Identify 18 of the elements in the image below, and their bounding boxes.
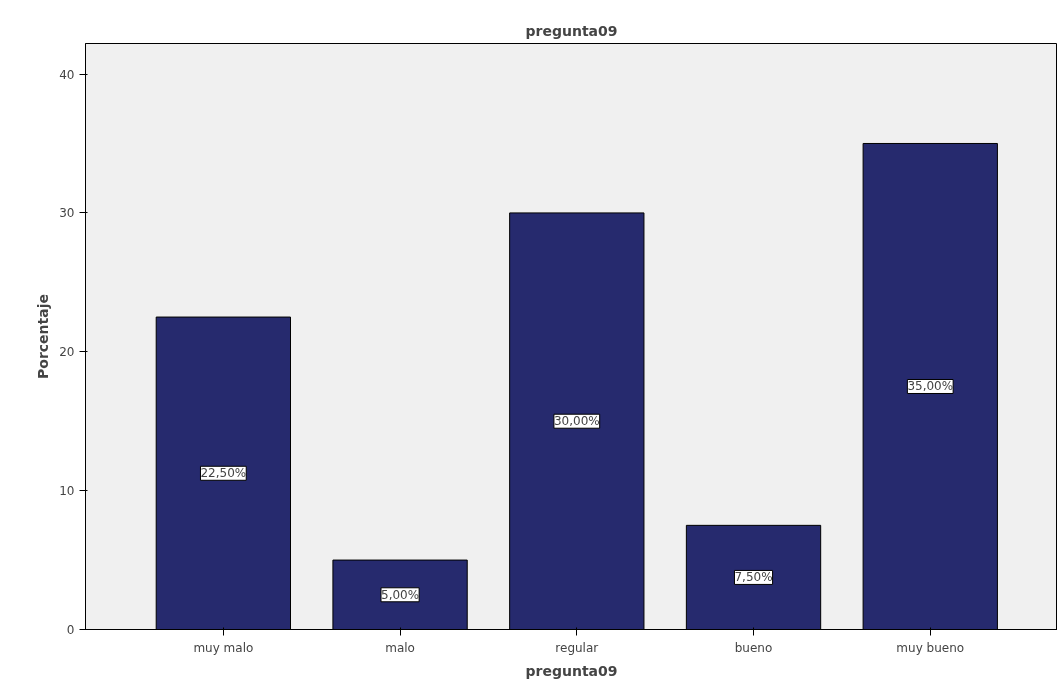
y-tick-label: 40	[59, 67, 75, 82]
data-label: 5,00%	[381, 587, 420, 602]
y-tick-label: 30	[59, 206, 75, 221]
data-label: 35,00%	[907, 379, 954, 394]
y-tick-label: 10	[59, 484, 75, 499]
data-label: 22,50%	[200, 466, 247, 481]
y-tick-label: 20	[59, 345, 75, 360]
x-tick-label: bueno	[734, 640, 773, 655]
x-tick-label: regular	[555, 640, 599, 655]
x-tick-label: malo	[385, 640, 415, 655]
y-axis-title: Porcentaje	[35, 294, 52, 379]
data-label: 30,00%	[553, 414, 600, 429]
x-tick-label: muy bueno	[896, 640, 965, 655]
x-tick-label: muy malo	[193, 640, 254, 655]
data-label: 7,50%	[734, 570, 773, 585]
x-axis-title: pregunta09	[525, 662, 618, 679]
chart-title: pregunta09	[525, 22, 618, 39]
y-tick-label: 0	[66, 623, 75, 637]
